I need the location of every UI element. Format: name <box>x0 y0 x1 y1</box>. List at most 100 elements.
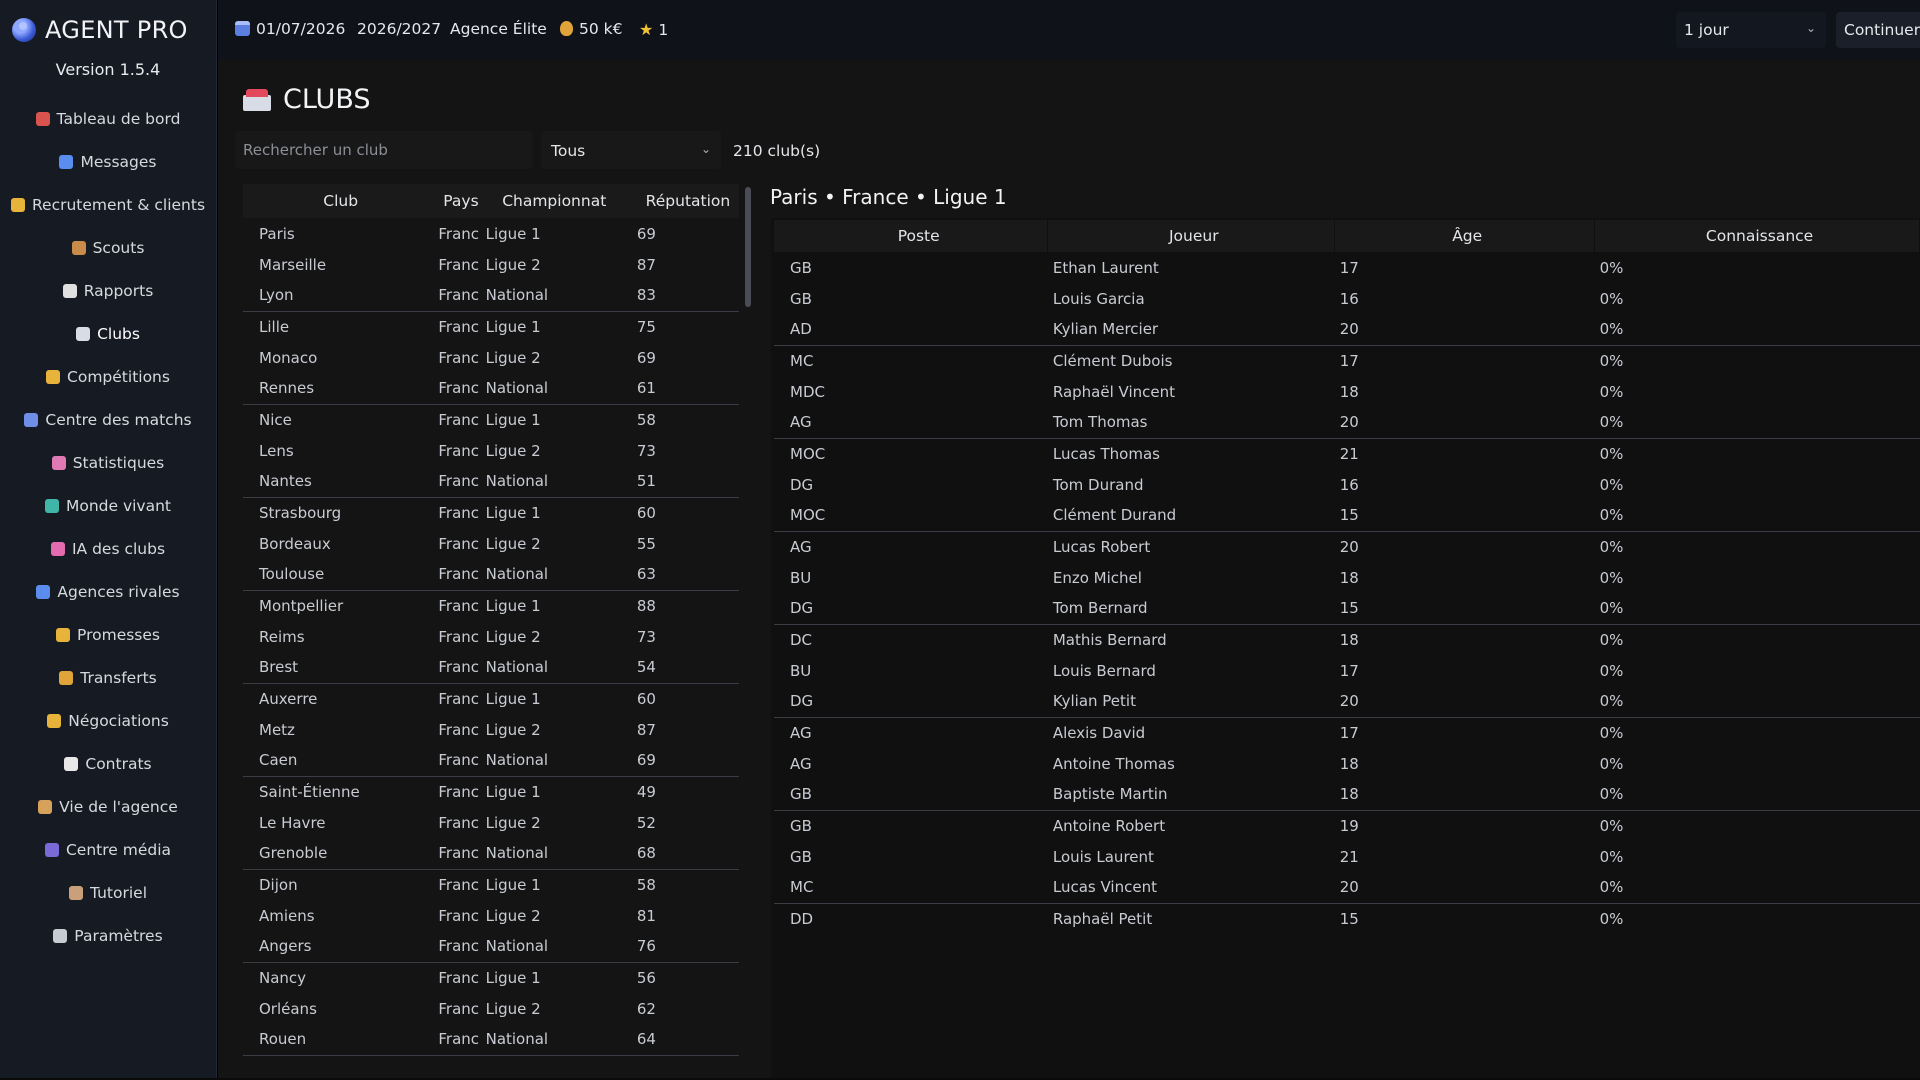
club-row[interactable]: Lille Franc Ligue 1 75 <box>243 311 739 342</box>
squad-column-header[interactable]: Âge <box>1334 220 1596 252</box>
club-row[interactable]: Dijon Franc Ligue 1 58 <box>243 869 739 900</box>
player-cell: MOC <box>790 444 826 463</box>
player-row[interactable]: AD Kylian Mercier 20 0% <box>774 314 1920 346</box>
player-row[interactable]: GB Louis Laurent 21 0% <box>774 841 1920 872</box>
player-cell: 20 <box>1334 872 1595 904</box>
sidebar-item-6[interactable]: Compétitions <box>0 355 216 398</box>
club-row[interactable]: Bordeaux Franc Ligue 2 55 <box>243 528 739 559</box>
sidebar-item-14[interactable]: Négociations <box>0 699 216 742</box>
club-column-header[interactable]: Club <box>243 184 423 218</box>
club-cell: Franc <box>422 466 484 498</box>
player-row[interactable]: GB Ethan Laurent 17 0% <box>774 252 1920 283</box>
player-row[interactable]: GB Baptiste Martin 18 0% <box>774 779 1920 811</box>
club-row[interactable]: Paris Franc Ligue 1 69 <box>243 218 739 249</box>
player-row[interactable]: MC Lucas Vincent 20 0% <box>774 872 1920 904</box>
club-column-header[interactable]: Championnat <box>483 184 623 218</box>
player-row[interactable]: GB Antoine Robert 19 0% <box>774 810 1920 841</box>
player-cell: 0% <box>1599 754 1624 773</box>
club-row[interactable]: Marseille Franc Ligue 2 87 <box>243 249 739 280</box>
club-table: Club Pays Championnat Réputation Paris Franc… <box>243 184 739 1056</box>
club-row[interactable]: Grenoble Franc National 68 <box>243 838 739 870</box>
sidebar-item-7[interactable]: Centre des matchs <box>0 398 216 441</box>
player-row[interactable]: AG Antoine Thomas 18 0% <box>774 748 1920 779</box>
player-row[interactable]: DG Tom Bernard 15 0% <box>774 593 1920 625</box>
player-row[interactable]: AG Lucas Robert 20 0% <box>774 531 1920 562</box>
club-cell: 55 <box>636 534 656 553</box>
club-row[interactable]: Rennes Franc National 61 <box>243 373 739 405</box>
squad-column-header[interactable]: Poste <box>774 220 1049 252</box>
club-row[interactable]: Amiens Franc Ligue 2 81 <box>243 900 739 931</box>
club-row[interactable]: Brest Franc National 54 <box>243 652 739 684</box>
club-cell: Franc <box>438 999 480 1018</box>
player-row[interactable]: DC Mathis Bernard 18 0% <box>774 624 1920 655</box>
sidebar-item-label: Statistiques <box>72 453 165 472</box>
continue-button[interactable]: Continuer ▶ <box>1836 12 1920 48</box>
sidebar-item-0[interactable]: Tableau de bord <box>0 97 216 140</box>
sidebar-item-2[interactable]: Recrutement & clients <box>0 183 216 226</box>
club-row[interactable]: Monaco Franc Ligue 2 69 <box>243 342 739 373</box>
club-cell: 88 <box>636 596 656 615</box>
sidebar-item-8[interactable]: Statistiques <box>0 441 216 484</box>
sidebar-item-9[interactable]: Monde vivant <box>0 484 216 527</box>
club-row[interactable]: Toulouse Franc National 63 <box>243 559 739 591</box>
club-row[interactable]: Auxerre Franc Ligue 1 60 <box>243 683 739 714</box>
sidebar-item-17[interactable]: Centre média <box>0 828 216 871</box>
player-row[interactable]: GB Louis Garcia 16 0% <box>774 283 1920 314</box>
player-row[interactable]: BU Enzo Michel 18 0% <box>774 562 1920 593</box>
club-row[interactable]: Nancy Franc Ligue 1 56 <box>243 962 739 993</box>
club-cell: Ligue 1 <box>485 875 541 894</box>
sidebar-item-4[interactable]: Rapports <box>0 269 216 312</box>
sidebar-item-1[interactable]: Messages <box>0 140 216 183</box>
player-row[interactable]: AG Alexis David 17 0% <box>774 717 1920 748</box>
sidebar-item-11[interactable]: Agences rivales <box>0 570 216 613</box>
player-cell: 16 <box>1339 475 1359 494</box>
sidebar-item-13[interactable]: Transferts <box>0 656 216 699</box>
club-row[interactable]: Montpellier Franc Ligue 1 88 <box>243 590 739 621</box>
speed-select[interactable]: 1 jour ⌄ <box>1676 12 1826 48</box>
club-row[interactable]: Angers Franc National 76 <box>243 931 739 963</box>
club-row[interactable]: Strasbourg Franc Ligue 1 60 <box>243 497 739 528</box>
player-row[interactable]: DG Kylian Petit 20 0% <box>774 686 1920 718</box>
club-cell: Franc <box>438 813 480 832</box>
sidebar-item-10[interactable]: IA des clubs <box>0 527 216 570</box>
player-row[interactable]: MOC Clément Durand 15 0% <box>774 500 1920 532</box>
club-column-header[interactable]: Réputation <box>622 184 739 218</box>
club-search-input[interactable] <box>235 131 533 169</box>
squad-column-header[interactable]: Joueur <box>1047 220 1336 252</box>
sidebar-item-3[interactable]: Scouts <box>0 226 216 269</box>
club-row[interactable]: Le Havre Franc Ligue 2 52 <box>243 807 739 838</box>
player-row[interactable]: DD Raphaël Petit 15 0% <box>774 903 1920 934</box>
money-bag-icon <box>560 21 573 36</box>
player-row[interactable]: DG Tom Durand 16 0% <box>774 469 1920 500</box>
club-row[interactable]: Metz Franc Ligue 2 87 <box>243 714 739 745</box>
club-cell: National <box>483 466 623 498</box>
championship-filter-select[interactable]: Tous ⌄ <box>541 131 721 169</box>
player-row[interactable]: MOC Lucas Thomas 21 0% <box>774 438 1920 469</box>
club-row[interactable]: Nice Franc Ligue 1 58 <box>243 404 739 435</box>
club-row[interactable]: Rouen Franc National 64 <box>243 1024 739 1056</box>
sidebar-item-15[interactable]: Contrats <box>0 742 216 785</box>
sidebar-item-12[interactable]: Promesses <box>0 613 216 656</box>
club-row[interactable]: Lens Franc Ligue 2 73 <box>243 435 739 466</box>
club-table-scrollbar[interactable] <box>745 187 751 307</box>
club-row[interactable]: Reims Franc Ligue 2 73 <box>243 621 739 652</box>
player-cell: Lucas Thomas <box>1052 444 1160 463</box>
sidebar-item-label: Négociations <box>68 711 169 730</box>
sidebar-item-5[interactable]: Clubs <box>0 312 216 355</box>
player-row[interactable]: MDC Raphaël Vincent 18 0% <box>774 376 1920 407</box>
club-row[interactable]: Nantes Franc National 51 <box>243 466 739 498</box>
squad-column-header[interactable]: Connaissance <box>1594 220 1920 252</box>
club-column-header[interactable]: Pays <box>422 184 484 218</box>
player-row[interactable]: BU Louis Bernard 17 0% <box>774 655 1920 686</box>
sidebar-item-19[interactable]: Paramètres <box>0 914 216 957</box>
sidebar-item-18[interactable]: Tutoriel <box>0 871 216 914</box>
sidebar-item-16[interactable]: Vie de l'agence <box>0 785 216 828</box>
club-row[interactable]: Saint-Étienne Franc Ligue 1 49 <box>243 776 739 807</box>
detective-icon <box>71 240 86 255</box>
player-row[interactable]: AG Tom Thomas 20 0% <box>774 407 1920 439</box>
player-cell: 20 <box>1339 537 1359 556</box>
club-row[interactable]: Orléans Franc Ligue 2 62 <box>243 993 739 1024</box>
club-row[interactable]: Caen Franc National 69 <box>243 745 739 777</box>
club-row[interactable]: Lyon Franc National 83 <box>243 280 739 312</box>
player-row[interactable]: MC Clément Dubois 17 0% <box>774 345 1920 376</box>
